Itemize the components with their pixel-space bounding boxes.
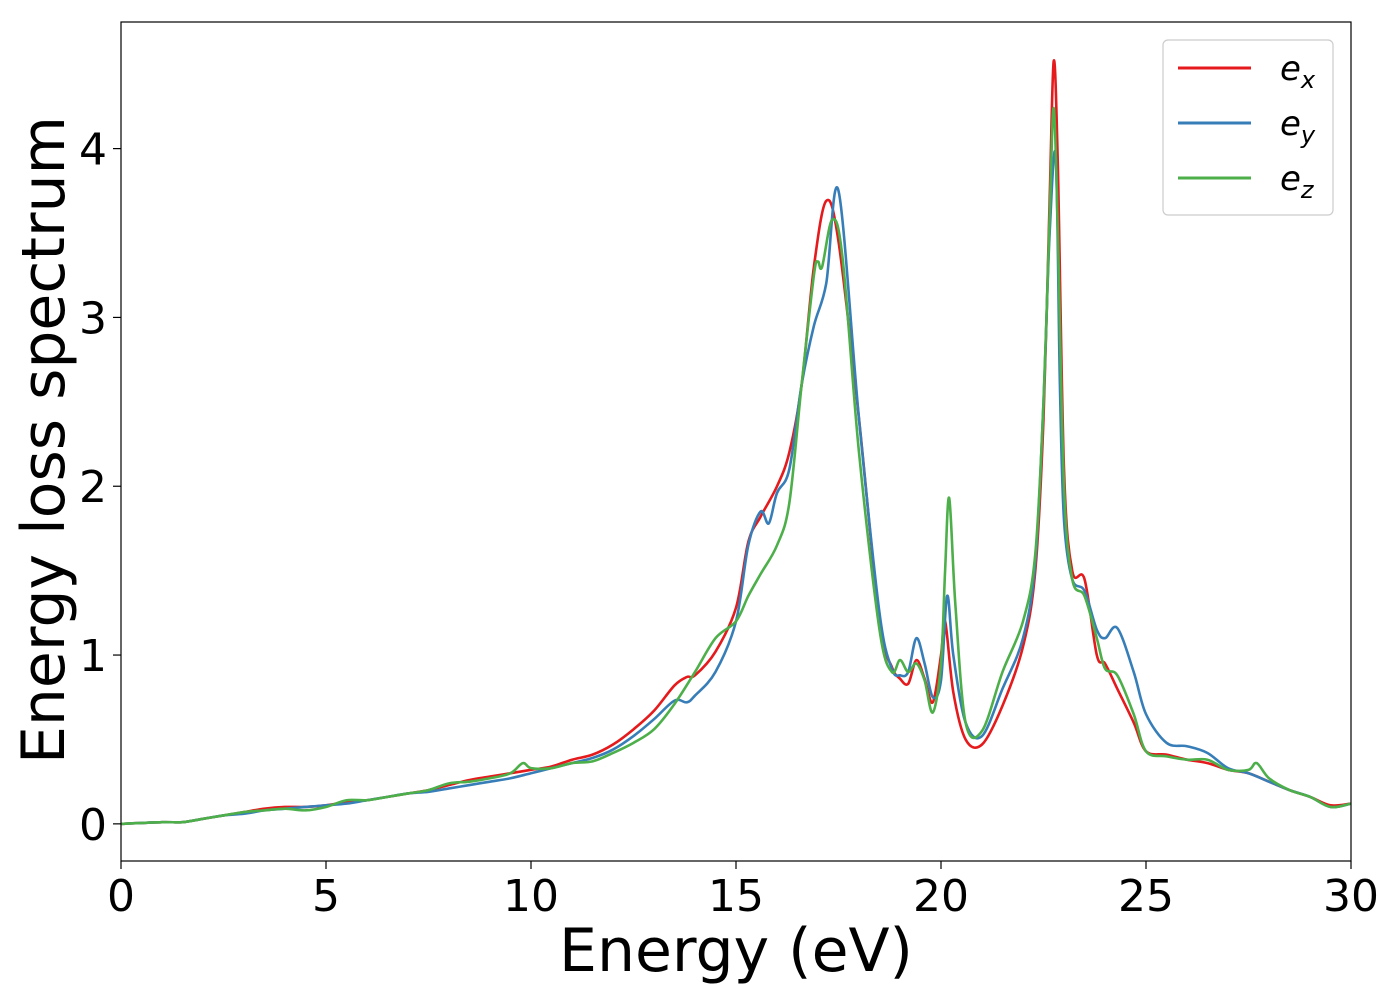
x-tick-label: 15 [708, 871, 764, 922]
legend-box [1162, 39, 1334, 216]
ticks-layer: 0 5 10 15 20 25 30 0 1 2 3 4 [79, 125, 1379, 922]
y-tick-label: 0 [79, 800, 107, 851]
series-layer [121, 59, 1351, 826]
x-tick-label: 0 [107, 871, 135, 922]
x-tick-label: 30 [1323, 871, 1379, 922]
legend-label-y: ey [1280, 104, 1316, 149]
legend-label-z: ez [1280, 159, 1315, 204]
y-axis-label: Energy loss spectrum [9, 116, 79, 764]
y-tick-label: 2 [79, 462, 107, 513]
legend-label-x: ex [1280, 49, 1316, 94]
y-tick-label: 3 [79, 293, 107, 344]
y-tick-label: 1 [79, 631, 107, 682]
x-tick-label: 5 [312, 871, 340, 922]
legend: ex ey ez [1162, 39, 1334, 216]
x-tick-label: 10 [503, 871, 559, 922]
x-tick-label: 25 [1118, 871, 1174, 922]
series-line-z [121, 106, 1351, 826]
x-tick-label: 20 [913, 871, 969, 922]
x-axis-label: Energy (eV) [559, 916, 913, 986]
y-tick-label: 4 [79, 125, 107, 176]
